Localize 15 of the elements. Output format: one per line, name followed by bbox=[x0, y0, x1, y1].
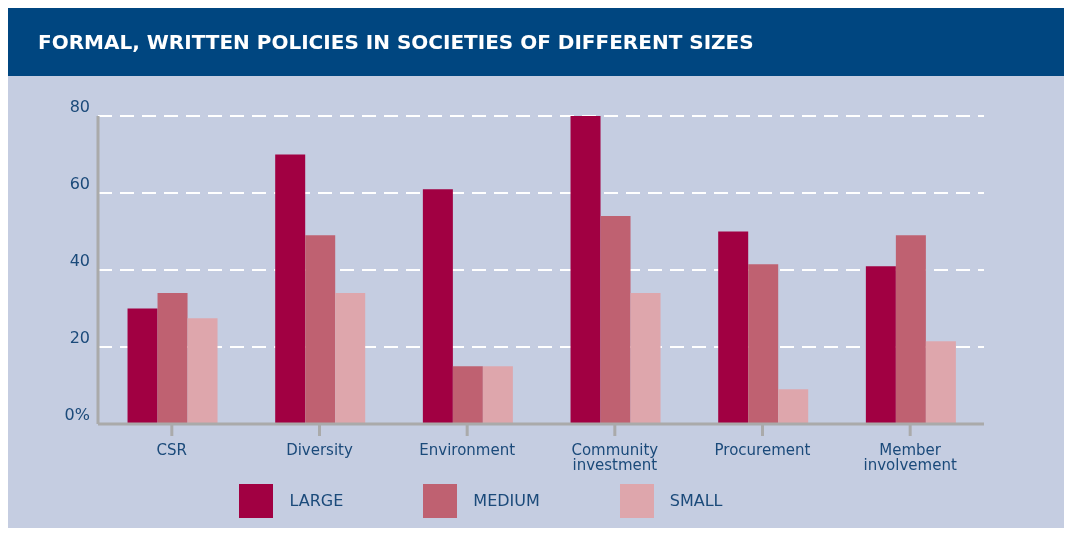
x-tick-label: Community investment bbox=[571, 440, 659, 474]
x-tick-label: Environment bbox=[419, 440, 516, 459]
legend-label: SMALL bbox=[669, 490, 723, 510]
y-tick-label: 0% bbox=[64, 404, 90, 424]
y-tick-label: 80 bbox=[69, 96, 90, 116]
y-tick-label: 40 bbox=[69, 250, 90, 270]
x-tick-label: CSR bbox=[156, 440, 188, 459]
x-tick-label: Procurement bbox=[714, 440, 811, 459]
chart-title: FORMAL, WRITTEN POLICIES IN SOCIETIES OF DIFFERENT SIZES bbox=[8, 8, 1064, 76]
legend-label: LARGE bbox=[289, 490, 344, 510]
x-tick-label: Diversity bbox=[286, 440, 353, 459]
x-tick-label: Member involvement bbox=[863, 440, 957, 474]
legend-label: MEDIUM bbox=[473, 490, 540, 510]
y-tick-label: 20 bbox=[69, 327, 90, 347]
y-tick-label: 60 bbox=[69, 173, 90, 193]
